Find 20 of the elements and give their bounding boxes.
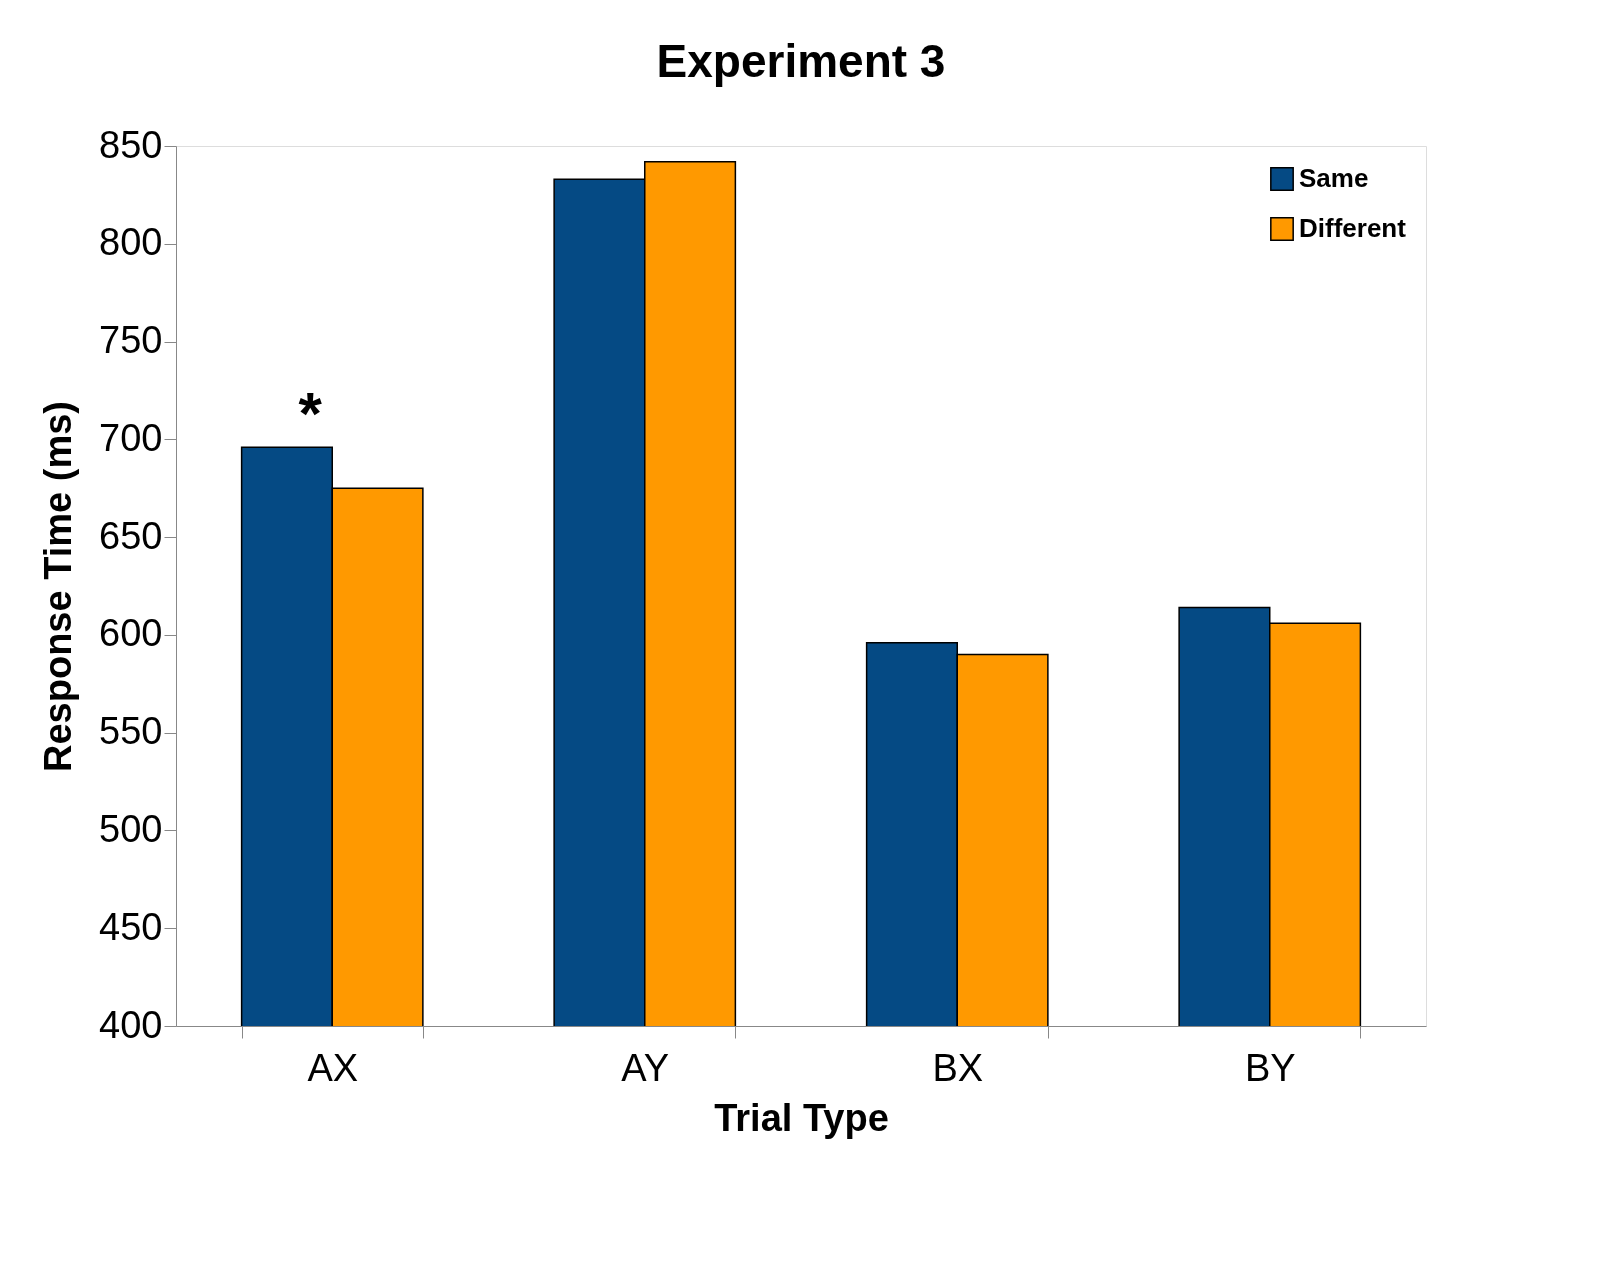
y-tick-label: 650 — [99, 514, 163, 557]
x-tick-label: BY — [1244, 1046, 1296, 1089]
x-axis-title: Trial Type — [714, 1096, 889, 1139]
y-tick-label: 400 — [99, 1003, 163, 1046]
y-tick-label: 850 — [99, 123, 163, 166]
y-tick-label: 500 — [99, 807, 163, 850]
legend-label: Same — [1299, 163, 1369, 193]
x-tick-label: AX — [307, 1046, 359, 1089]
y-axis-title: Response Time (ms) — [37, 401, 80, 772]
y-tick-label: 450 — [99, 905, 163, 948]
legend-label: Different — [1299, 213, 1407, 243]
y-tick-label: 700 — [99, 416, 163, 459]
y-tick-label: 550 — [99, 710, 163, 753]
y-tick-label: 800 — [99, 221, 163, 264]
chart-title: Experiment 3 — [656, 35, 946, 87]
y-tick-label: 750 — [99, 319, 163, 362]
x-tick-label: BX — [932, 1046, 984, 1089]
x-tick-label: AY — [621, 1046, 670, 1089]
annotation: * — [298, 380, 323, 447]
y-tick-label: 600 — [99, 612, 163, 655]
